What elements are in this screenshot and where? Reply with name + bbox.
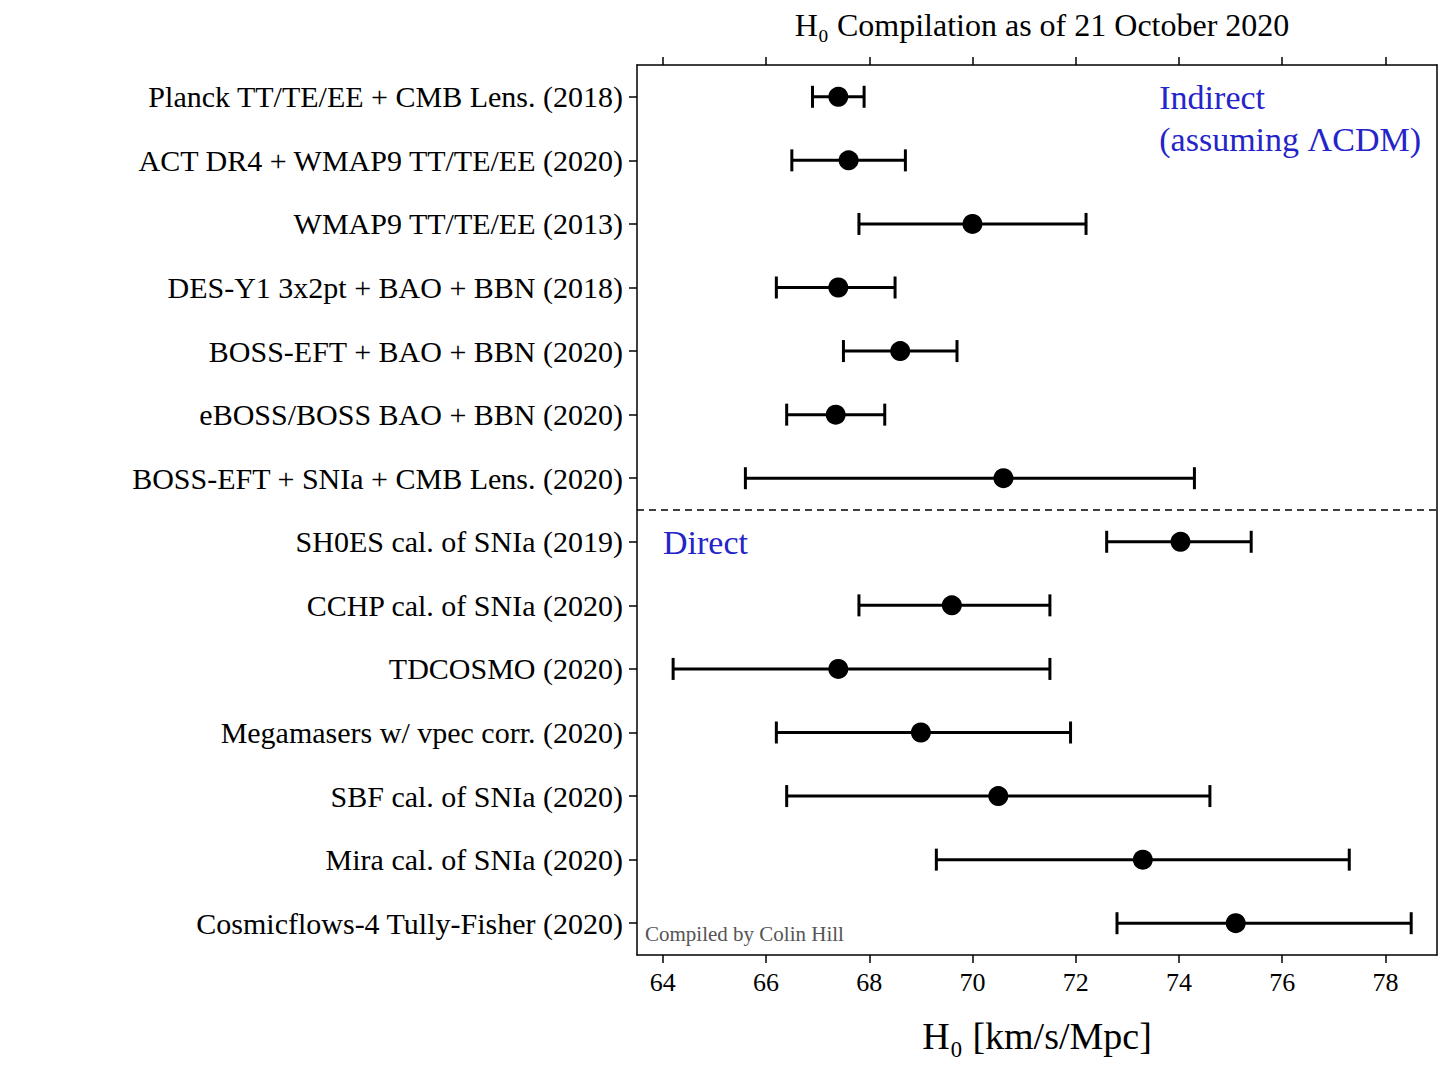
svg-text:BOSS-EFT + SNIa + CMB Lens. (2: BOSS-EFT + SNIa + CMB Lens. (2020) xyxy=(132,462,623,496)
svg-text:Compiled by Colin Hill: Compiled by Colin Hill xyxy=(645,922,844,946)
svg-text:74: 74 xyxy=(1166,968,1192,997)
svg-text:Mira cal. of SNIa (2020): Mira cal. of SNIa (2020) xyxy=(326,843,623,877)
svg-text:DES-Y1 3x2pt + BAO + BBN (2018: DES-Y1 3x2pt + BAO + BBN (2018) xyxy=(167,271,623,305)
svg-text:Direct: Direct xyxy=(663,524,749,561)
svg-text:SH0ES cal. of SNIa (2019): SH0ES cal. of SNIa (2019) xyxy=(296,525,623,559)
svg-text:H₀ Compilation as of 21 Octobe: H₀ Compilation as of 21 October 2020 xyxy=(795,7,1290,43)
svg-text:H₀ [km/s/Mpc]: H₀ [km/s/Mpc] xyxy=(922,1015,1152,1057)
svg-text:68: 68 xyxy=(856,968,882,997)
svg-text:Indirect: Indirect xyxy=(1159,79,1265,116)
svg-text:(assuming ΛCDM): (assuming ΛCDM) xyxy=(1159,121,1421,159)
svg-text:WMAP9 TT/TE/EE (2013): WMAP9 TT/TE/EE (2013) xyxy=(294,207,623,241)
svg-text:TDCOSMO (2020): TDCOSMO (2020) xyxy=(389,652,623,686)
svg-text:eBOSS/BOSS BAO + BBN (2020): eBOSS/BOSS BAO + BBN (2020) xyxy=(199,398,623,432)
svg-text:64: 64 xyxy=(650,968,676,997)
svg-text:CCHP cal. of SNIa (2020): CCHP cal. of SNIa (2020) xyxy=(307,589,623,623)
svg-text:66: 66 xyxy=(753,968,779,997)
svg-text:ACT DR4 + WMAP9 TT/TE/EE (2020: ACT DR4 + WMAP9 TT/TE/EE (2020) xyxy=(139,144,623,178)
svg-text:76: 76 xyxy=(1269,968,1295,997)
svg-text:BOSS-EFT + BAO + BBN (2020): BOSS-EFT + BAO + BBN (2020) xyxy=(209,335,623,369)
svg-text:Megamasers w/ vpec corr. (2020: Megamasers w/ vpec corr. (2020) xyxy=(221,716,623,750)
svg-text:Cosmicflows-4 Tully-Fisher (20: Cosmicflows-4 Tully-Fisher (2020) xyxy=(196,907,623,941)
svg-text:70: 70 xyxy=(959,968,985,997)
svg-text:Planck TT/TE/EE + CMB Lens. (2: Planck TT/TE/EE + CMB Lens. (2018) xyxy=(148,80,623,114)
svg-text:SBF cal. of SNIa (2020): SBF cal. of SNIa (2020) xyxy=(331,780,623,814)
svg-text:78: 78 xyxy=(1372,968,1398,997)
svg-text:72: 72 xyxy=(1063,968,1089,997)
